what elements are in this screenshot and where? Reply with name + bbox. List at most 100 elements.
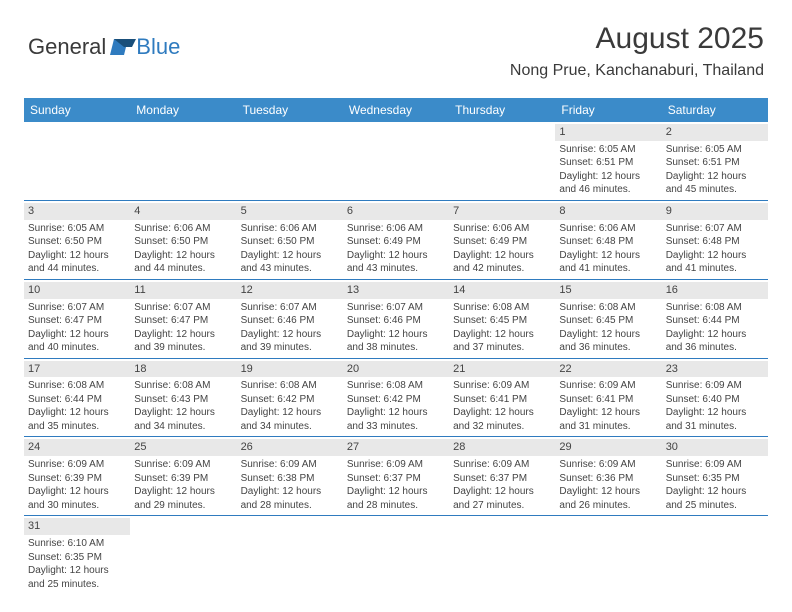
sunset-text: Sunset: 6:50 PM <box>241 235 339 249</box>
sunrise-text: Sunrise: 6:09 AM <box>666 379 764 393</box>
sunrise-text: Sunrise: 6:08 AM <box>559 301 657 315</box>
sunset-text: Sunset: 6:35 PM <box>28 551 126 565</box>
calendar-body: 1Sunrise: 6:05 AMSunset: 6:51 PMDaylight… <box>24 122 768 594</box>
sunset-text: Sunset: 6:39 PM <box>134 472 232 486</box>
calendar-day: 5Sunrise: 6:06 AMSunset: 6:50 PMDaylight… <box>237 200 343 279</box>
day-number: 9 <box>662 203 768 220</box>
weekday-header: Monday <box>130 98 236 122</box>
daylight-text: Daylight: 12 hours and 39 minutes. <box>134 328 232 355</box>
day-number: 25 <box>130 439 236 456</box>
calendar-day: 10Sunrise: 6:07 AMSunset: 6:47 PMDayligh… <box>24 279 130 358</box>
day-number: 15 <box>555 282 661 299</box>
calendar-day: 21Sunrise: 6:09 AMSunset: 6:41 PMDayligh… <box>449 358 555 437</box>
sunset-text: Sunset: 6:44 PM <box>28 393 126 407</box>
sunrise-text: Sunrise: 6:05 AM <box>559 143 657 157</box>
sunset-text: Sunset: 6:50 PM <box>134 235 232 249</box>
sunrise-text: Sunrise: 6:09 AM <box>28 458 126 472</box>
sunrise-text: Sunrise: 6:08 AM <box>347 379 445 393</box>
sunrise-text: Sunrise: 6:06 AM <box>559 222 657 236</box>
sunset-text: Sunset: 6:42 PM <box>347 393 445 407</box>
sunset-text: Sunset: 6:44 PM <box>666 314 764 328</box>
calendar-week: 17Sunrise: 6:08 AMSunset: 6:44 PMDayligh… <box>24 358 768 437</box>
daylight-text: Daylight: 12 hours and 44 minutes. <box>134 249 232 276</box>
calendar-day: 15Sunrise: 6:08 AMSunset: 6:45 PMDayligh… <box>555 279 661 358</box>
daylight-text: Daylight: 12 hours and 25 minutes. <box>666 485 764 512</box>
calendar-week: 1Sunrise: 6:05 AMSunset: 6:51 PMDaylight… <box>24 122 768 200</box>
sunrise-text: Sunrise: 6:06 AM <box>134 222 232 236</box>
calendar-empty <box>343 122 449 200</box>
daylight-text: Daylight: 12 hours and 43 minutes. <box>347 249 445 276</box>
day-number: 19 <box>237 361 343 378</box>
sunset-text: Sunset: 6:45 PM <box>559 314 657 328</box>
calendar-day: 9Sunrise: 6:07 AMSunset: 6:48 PMDaylight… <box>662 200 768 279</box>
logo-text-2: Blue <box>136 34 180 60</box>
calendar-day: 26Sunrise: 6:09 AMSunset: 6:38 PMDayligh… <box>237 437 343 516</box>
calendar-day: 6Sunrise: 6:06 AMSunset: 6:49 PMDaylight… <box>343 200 449 279</box>
day-number: 3 <box>24 203 130 220</box>
daylight-text: Daylight: 12 hours and 42 minutes. <box>453 249 551 276</box>
daylight-text: Daylight: 12 hours and 31 minutes. <box>559 406 657 433</box>
sunset-text: Sunset: 6:46 PM <box>241 314 339 328</box>
calendar-empty <box>237 122 343 200</box>
sunset-text: Sunset: 6:37 PM <box>347 472 445 486</box>
day-number: 1 <box>555 124 661 141</box>
daylight-text: Daylight: 12 hours and 30 minutes. <box>28 485 126 512</box>
day-number: 17 <box>24 361 130 378</box>
day-number: 18 <box>130 361 236 378</box>
sunset-text: Sunset: 6:49 PM <box>347 235 445 249</box>
calendar-day: 24Sunrise: 6:09 AMSunset: 6:39 PMDayligh… <box>24 437 130 516</box>
sunrise-text: Sunrise: 6:07 AM <box>241 301 339 315</box>
location: Nong Prue, Kanchanaburi, Thailand <box>510 62 764 80</box>
day-number: 13 <box>343 282 449 299</box>
day-number: 5 <box>237 203 343 220</box>
sunset-text: Sunset: 6:35 PM <box>666 472 764 486</box>
sunrise-text: Sunrise: 6:06 AM <box>453 222 551 236</box>
sunrise-text: Sunrise: 6:07 AM <box>134 301 232 315</box>
daylight-text: Daylight: 12 hours and 46 minutes. <box>559 170 657 197</box>
sunrise-text: Sunrise: 6:08 AM <box>241 379 339 393</box>
daylight-text: Daylight: 12 hours and 31 minutes. <box>666 406 764 433</box>
calendar-day: 16Sunrise: 6:08 AMSunset: 6:44 PMDayligh… <box>662 279 768 358</box>
sunrise-text: Sunrise: 6:09 AM <box>241 458 339 472</box>
calendar-day: 27Sunrise: 6:09 AMSunset: 6:37 PMDayligh… <box>343 437 449 516</box>
sunset-text: Sunset: 6:49 PM <box>453 235 551 249</box>
calendar-week: 31Sunrise: 6:10 AMSunset: 6:35 PMDayligh… <box>24 516 768 594</box>
day-number: 23 <box>662 361 768 378</box>
sunrise-text: Sunrise: 6:08 AM <box>666 301 764 315</box>
day-number: 11 <box>130 282 236 299</box>
daylight-text: Daylight: 12 hours and 35 minutes. <box>28 406 126 433</box>
calendar-empty <box>130 122 236 200</box>
sunset-text: Sunset: 6:47 PM <box>134 314 232 328</box>
calendar-day: 12Sunrise: 6:07 AMSunset: 6:46 PMDayligh… <box>237 279 343 358</box>
weekday-header: Wednesday <box>343 98 449 122</box>
daylight-text: Daylight: 12 hours and 29 minutes. <box>134 485 232 512</box>
calendar-day: 23Sunrise: 6:09 AMSunset: 6:40 PMDayligh… <box>662 358 768 437</box>
header: General Blue August 2025 Nong Prue, Kanch… <box>0 0 792 90</box>
calendar-day: 19Sunrise: 6:08 AMSunset: 6:42 PMDayligh… <box>237 358 343 437</box>
sunrise-text: Sunrise: 6:08 AM <box>453 301 551 315</box>
daylight-text: Daylight: 12 hours and 41 minutes. <box>559 249 657 276</box>
page-title: August 2025 <box>510 22 764 56</box>
calendar-day: 22Sunrise: 6:09 AMSunset: 6:41 PMDayligh… <box>555 358 661 437</box>
sunrise-text: Sunrise: 6:05 AM <box>666 143 764 157</box>
calendar-empty <box>343 516 449 594</box>
day-number: 26 <box>237 439 343 456</box>
sunset-text: Sunset: 6:42 PM <box>241 393 339 407</box>
sunrise-text: Sunrise: 6:07 AM <box>28 301 126 315</box>
calendar-empty <box>237 516 343 594</box>
sunset-text: Sunset: 6:40 PM <box>666 393 764 407</box>
sunrise-text: Sunrise: 6:09 AM <box>134 458 232 472</box>
day-number: 8 <box>555 203 661 220</box>
sunset-text: Sunset: 6:47 PM <box>28 314 126 328</box>
daylight-text: Daylight: 12 hours and 34 minutes. <box>241 406 339 433</box>
daylight-text: Daylight: 12 hours and 45 minutes. <box>666 170 764 197</box>
sunrise-text: Sunrise: 6:09 AM <box>559 458 657 472</box>
sunrise-text: Sunrise: 6:09 AM <box>347 458 445 472</box>
calendar-day: 2Sunrise: 6:05 AMSunset: 6:51 PMDaylight… <box>662 122 768 200</box>
day-number: 24 <box>24 439 130 456</box>
day-number: 12 <box>237 282 343 299</box>
calendar-day: 28Sunrise: 6:09 AMSunset: 6:37 PMDayligh… <box>449 437 555 516</box>
logo-text-1: General <box>28 34 106 60</box>
sunset-text: Sunset: 6:51 PM <box>666 156 764 170</box>
sunset-text: Sunset: 6:43 PM <box>134 393 232 407</box>
